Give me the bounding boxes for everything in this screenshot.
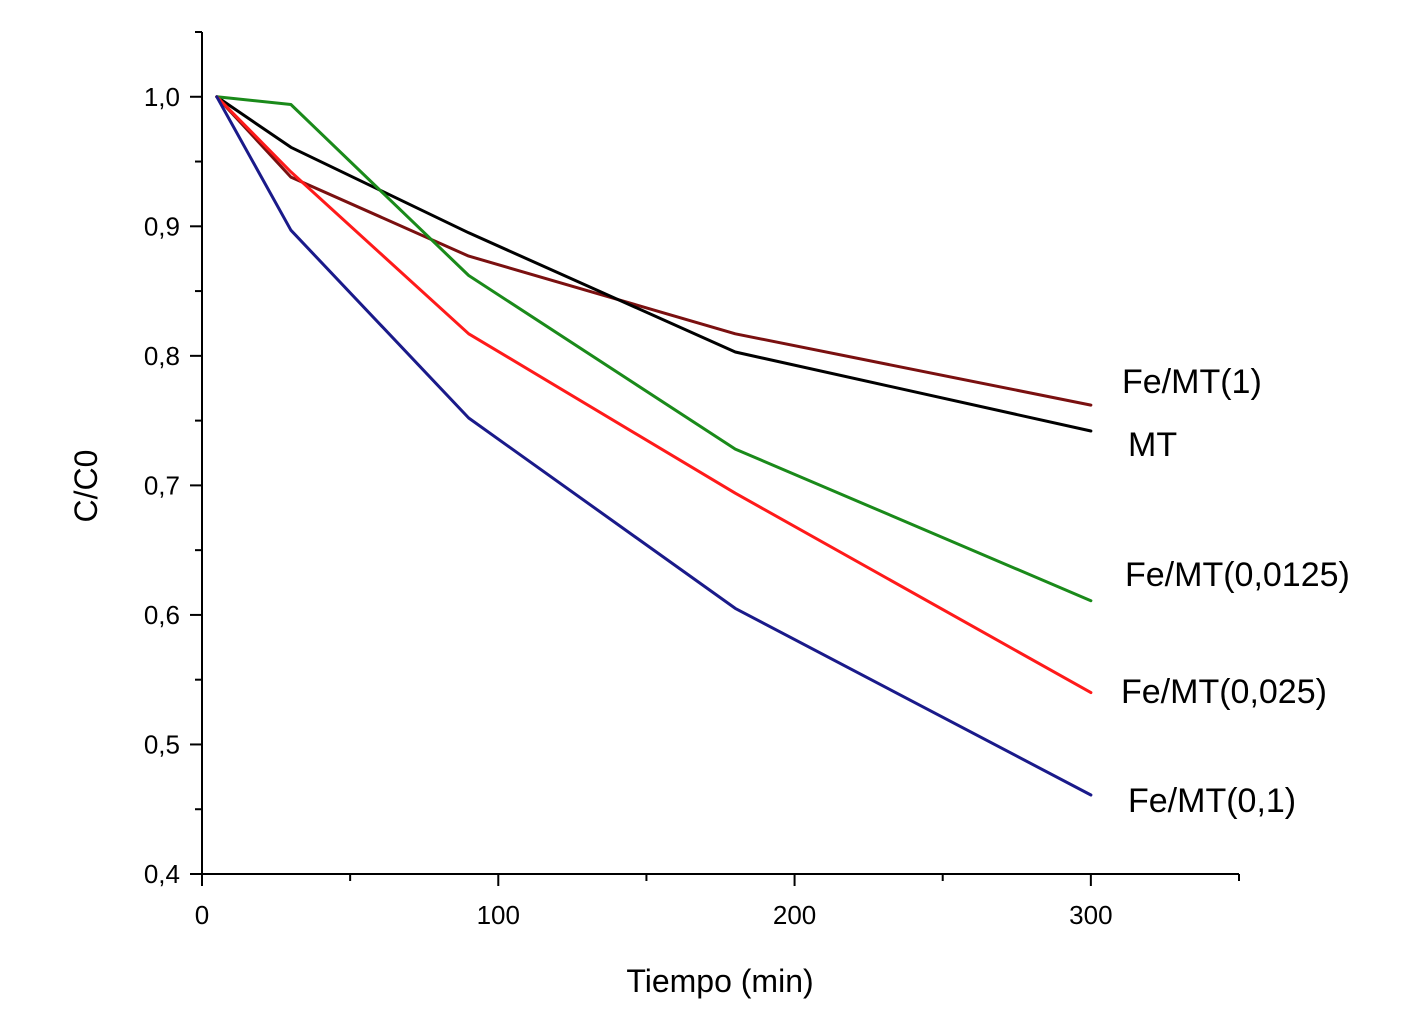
series-label: Fe/MT(0,0125) xyxy=(1125,556,1350,594)
series-label: Fe/MT(1) xyxy=(1122,363,1262,401)
x-axis-title: Tiempo (min) xyxy=(626,963,813,999)
series-line xyxy=(215,95,1093,407)
x-tick-label: 200 xyxy=(773,900,816,930)
y-tick-label: 0,8 xyxy=(144,341,180,371)
y-tick-label: 0,9 xyxy=(144,211,180,241)
series-label: Fe/MT(0,025) xyxy=(1121,673,1327,711)
axes: 0 100 200 300 0,4 0,5 0,6 0,7 0,8 0,9 1,0 xyxy=(144,31,1240,930)
series-label: MT xyxy=(1128,426,1177,464)
series-lines xyxy=(215,95,1093,797)
y-tick-label: 1,0 xyxy=(144,82,180,112)
x-tick-label: 300 xyxy=(1069,900,1112,930)
series-line xyxy=(215,95,1093,797)
series-label: Fe/MT(0,1) xyxy=(1128,782,1296,820)
y-tick-label: 0,4 xyxy=(144,859,180,889)
y-tick-label: 0,6 xyxy=(144,600,180,630)
y-tick-label: 0,7 xyxy=(144,470,180,500)
series-labels: Fe/MT(1) MT Fe/MT(0,0125) Fe/MT(0,025) Fe/MT… xyxy=(1121,363,1350,820)
x-tick-label: 0 xyxy=(195,900,209,930)
x-tick-label: 100 xyxy=(477,900,520,930)
y-axis-title: C/C0 xyxy=(68,450,104,523)
series-line xyxy=(215,95,1093,433)
series-line xyxy=(215,95,1093,603)
series-line xyxy=(215,95,1093,695)
y-tick-label: 0,5 xyxy=(144,729,180,759)
